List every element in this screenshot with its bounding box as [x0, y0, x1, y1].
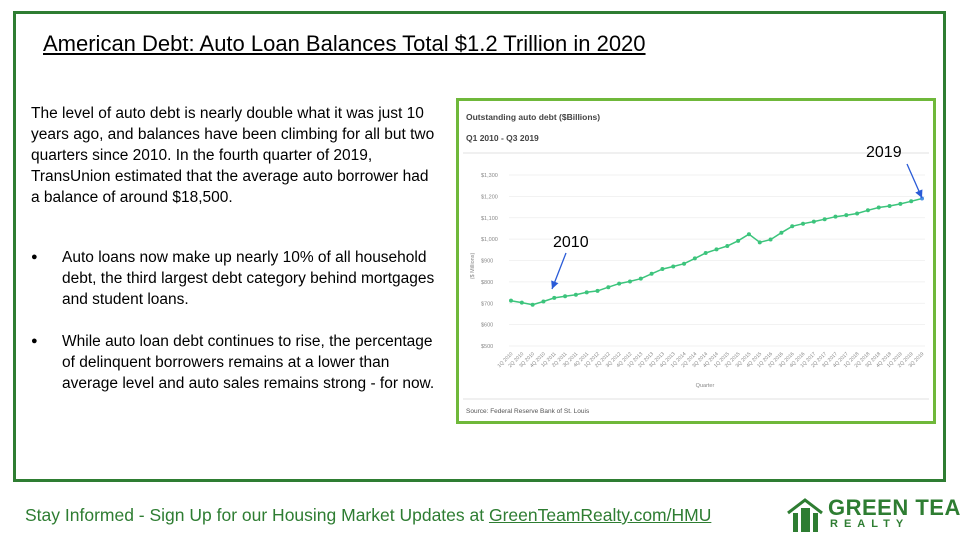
data-point	[822, 217, 827, 222]
auto-debt-chart: Outstanding auto debt ($Billions) Q1 201…	[463, 112, 929, 415]
footer-text: Stay Informed - Sign Up for our Housing …	[25, 505, 489, 525]
data-point	[811, 219, 816, 224]
data-point	[876, 205, 881, 210]
data-point	[509, 298, 513, 303]
data-point	[660, 267, 665, 272]
data-point	[768, 237, 773, 242]
data-point	[595, 288, 600, 293]
y-tick-label: $1,000	[481, 237, 498, 243]
bullet-icon: ●	[31, 335, 38, 347]
data-point	[736, 238, 741, 243]
page-title: American Debt: Auto Loan Balances Total …	[43, 31, 646, 56]
data-point	[671, 264, 676, 269]
data-point	[855, 211, 860, 216]
data-point	[920, 196, 924, 201]
chart-source: Source: Federal Reserve Bank of St. Loui…	[466, 408, 590, 415]
company-logo: GREEN TEAM REALTY	[786, 495, 960, 536]
y-tick-label: $1,200	[481, 194, 498, 200]
data-point	[638, 276, 643, 281]
data-point	[833, 214, 838, 219]
data-point	[887, 203, 892, 208]
data-point	[552, 295, 557, 300]
house-logo-icon	[787, 498, 823, 532]
grid-layer	[509, 174, 925, 347]
list-item: ● While auto loan debt continues to rise…	[31, 331, 441, 394]
logo-line2: REALTY	[830, 518, 910, 530]
data-point	[725, 243, 730, 248]
footer-link[interactable]: GreenTeamRealty.com/HMU	[488, 505, 712, 525]
y-tick-label: $900	[481, 259, 493, 265]
data-point	[779, 230, 784, 235]
y-axis-label: ($ Millions)	[470, 253, 476, 280]
data-point	[909, 199, 914, 204]
data-point	[541, 299, 546, 304]
intro-paragraph: The level of auto debt is nearly double …	[31, 105, 435, 206]
data-point	[790, 224, 795, 229]
series-line	[510, 197, 923, 306]
slide-frame	[13, 11, 946, 482]
y-tick-label: $700	[481, 301, 493, 307]
data-point	[573, 292, 578, 297]
bullet-list: ● Auto loans now make up nearly 10% of a…	[31, 247, 441, 415]
y-tick-label: $1,300	[481, 173, 498, 179]
data-point	[617, 281, 622, 286]
data-point	[519, 300, 524, 305]
data-point	[757, 240, 762, 245]
chart-title: Outstanding auto debt ($Billions)	[466, 112, 600, 122]
y-tick-label: $1,100	[481, 216, 498, 222]
data-point	[627, 279, 632, 284]
logo-line1: GREEN TEAM	[828, 495, 960, 520]
data-point	[898, 201, 903, 206]
bullet-text: Auto loans now make up nearly 10% of all…	[62, 249, 435, 308]
data-points	[509, 196, 924, 307]
y-tick-labels: $1,300 $1,200 $1,100 $1,000 $900 $800 $700 $600…	[481, 173, 498, 350]
data-point	[865, 208, 870, 213]
data-point	[606, 285, 611, 290]
bullet-icon: ●	[31, 251, 38, 263]
data-point	[844, 213, 849, 218]
y-tick-label: $500	[481, 344, 493, 350]
data-point	[692, 256, 697, 261]
chart-subtitle: Q1 2010 - Q3 2019	[466, 133, 539, 143]
data-point	[530, 302, 535, 307]
footer-cta: Stay Informed - Sign Up for our Housing …	[25, 505, 711, 526]
data-point	[714, 247, 719, 252]
chart-container: Outstanding auto debt ($Billions) Q1 201…	[456, 98, 936, 424]
x-axis-label: Quarter	[696, 383, 715, 389]
data-point	[584, 290, 589, 295]
data-point	[563, 294, 568, 299]
data-point	[682, 261, 687, 266]
data-point	[801, 221, 806, 226]
y-tick-label: $600	[481, 323, 493, 329]
data-point	[746, 232, 751, 237]
data-point	[703, 251, 708, 256]
y-tick-label: $800	[481, 280, 493, 286]
list-item: ● Auto loans now make up nearly 10% of a…	[31, 247, 441, 310]
data-point	[649, 271, 654, 276]
bullet-text: While auto loan debt continues to rise, …	[62, 333, 435, 392]
